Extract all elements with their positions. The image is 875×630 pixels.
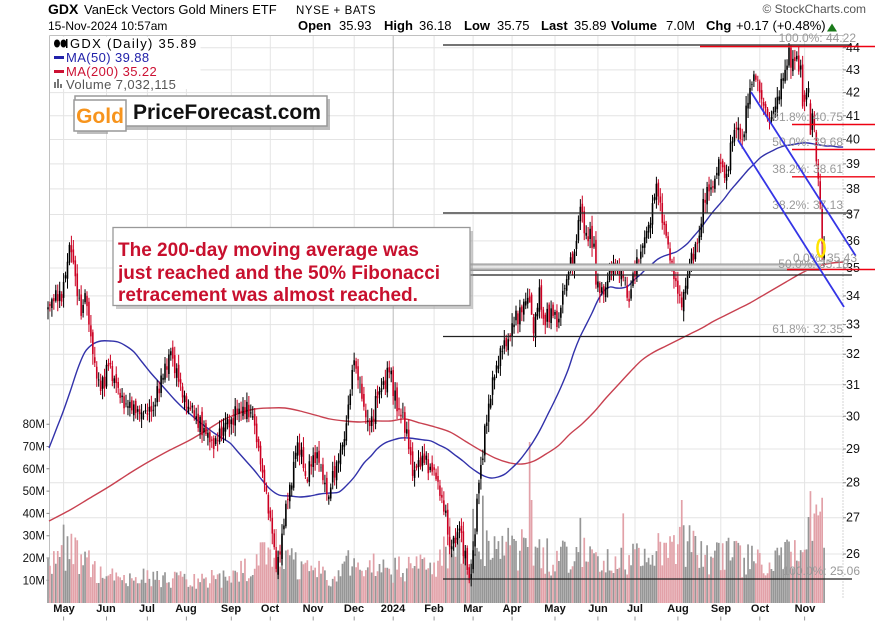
svg-text:May: May: [544, 603, 566, 615]
svg-text:MA(50) 39.88: MA(50) 39.88: [66, 50, 150, 65]
svg-text:retracement was almost reached: retracement was almost reached.: [118, 285, 418, 306]
svg-text:Jun: Jun: [588, 603, 608, 615]
svg-text:27: 27: [846, 511, 860, 525]
svg-text:Sep: Sep: [221, 603, 241, 615]
svg-text:35.93: 35.93: [339, 18, 372, 33]
svg-text:35.75: 35.75: [497, 18, 530, 33]
svg-text:Aug: Aug: [667, 603, 688, 615]
svg-text:28: 28: [846, 476, 860, 490]
svg-text:50.0%: 39.68: 50.0%: 39.68: [772, 135, 843, 149]
svg-text:36.18: 36.18: [419, 18, 452, 33]
svg-text:+0.17 (+0.48%): +0.17 (+0.48%): [736, 18, 826, 33]
svg-text:7.0M: 7.0M: [666, 18, 695, 33]
svg-text:Volume: Volume: [611, 18, 657, 33]
svg-text:Jul: Jul: [627, 603, 643, 615]
svg-text:Nov: Nov: [795, 603, 817, 615]
svg-text:31: 31: [846, 378, 860, 392]
svg-text:30: 30: [846, 409, 860, 423]
svg-text:50.0%: 35.18: 50.0%: 35.18: [778, 257, 849, 271]
svg-text:Jun: Jun: [96, 603, 116, 615]
svg-text:34: 34: [846, 289, 860, 303]
svg-text:100.0%: 25.06: 100.0%: 25.06: [783, 564, 861, 578]
svg-text:20M: 20M: [23, 553, 45, 565]
svg-text:2024: 2024: [381, 603, 406, 615]
svg-text:Oct: Oct: [751, 603, 770, 615]
svg-text:43: 43: [846, 63, 860, 77]
svg-text:Feb: Feb: [424, 603, 444, 615]
svg-text:Chg: Chg: [706, 18, 731, 33]
svg-text:GDX: GDX: [48, 1, 79, 17]
svg-text:10M: 10M: [23, 575, 45, 587]
svg-text:61.8%: 40.75: 61.8%: 40.75: [772, 110, 843, 124]
svg-text:VanEck Vectors Gold Miners ETF: VanEck Vectors Gold Miners ETF: [84, 2, 277, 17]
svg-text:Oct: Oct: [261, 603, 280, 615]
svg-text:Nov: Nov: [303, 603, 325, 615]
svg-text:© StockCharts.com: © StockCharts.com: [762, 2, 866, 16]
svg-text:44: 44: [846, 41, 860, 55]
svg-text:Apr: Apr: [503, 603, 523, 615]
svg-text:just reached and the 50% Fibon: just reached and the 50% Fibonacci: [117, 263, 440, 284]
svg-text:Jul: Jul: [139, 603, 155, 615]
svg-text:Low: Low: [464, 18, 491, 33]
svg-text:NYSE + BATS: NYSE + BATS: [296, 5, 376, 17]
svg-text:Mar: Mar: [463, 603, 483, 615]
svg-text:40: 40: [846, 133, 860, 147]
svg-text:MA(200) 35.22: MA(200) 35.22: [66, 64, 157, 79]
svg-text:60M: 60M: [23, 464, 45, 476]
svg-text:Aug: Aug: [175, 603, 196, 615]
svg-text:26: 26: [846, 547, 860, 561]
svg-text:35: 35: [846, 261, 860, 275]
svg-text:41: 41: [846, 109, 860, 123]
svg-text:42: 42: [846, 86, 860, 100]
svg-text:Gold: Gold: [76, 105, 124, 128]
svg-text:29: 29: [846, 442, 860, 456]
svg-text:The 200-day moving average was: The 200-day moving average was: [118, 240, 419, 261]
svg-text:Sep: Sep: [711, 603, 731, 615]
svg-text:61.8%: 32.35: 61.8%: 32.35: [772, 322, 843, 336]
svg-text:80M: 80M: [23, 419, 45, 431]
svg-text:High: High: [384, 18, 413, 33]
svg-text:37: 37: [846, 208, 860, 222]
svg-text:39: 39: [846, 157, 860, 171]
svg-text:35.89: 35.89: [574, 18, 607, 33]
svg-text:32: 32: [846, 347, 860, 361]
svg-text:38.2%: 38.61: 38.2%: 38.61: [772, 162, 843, 176]
svg-text:36: 36: [846, 234, 860, 248]
svg-text:PriceForecast.com: PriceForecast.com: [133, 101, 321, 124]
svg-text:40M: 40M: [23, 508, 45, 520]
svg-text:15-Nov-2024 10:57am: 15-Nov-2024 10:57am: [48, 19, 167, 33]
svg-text:38: 38: [846, 182, 860, 196]
svg-text:May: May: [53, 603, 75, 615]
svg-text:100.0%: 44.22: 100.0%: 44.22: [779, 31, 857, 45]
svg-text:30M: 30M: [23, 531, 45, 543]
svg-text:33: 33: [846, 318, 860, 332]
svg-text:50M: 50M: [23, 486, 45, 498]
svg-text:Open: Open: [298, 18, 331, 33]
svg-text:Last: Last: [541, 18, 568, 33]
svg-text:Dec: Dec: [344, 603, 364, 615]
svg-text:GDX (Daily) 35.89: GDX (Daily) 35.89: [70, 36, 198, 51]
svg-text:70M: 70M: [23, 442, 45, 454]
svg-text:Volume 7,032,115: Volume 7,032,115: [66, 77, 176, 92]
svg-text:0.0%: 35.43: 0.0%: 35.43: [793, 251, 857, 265]
